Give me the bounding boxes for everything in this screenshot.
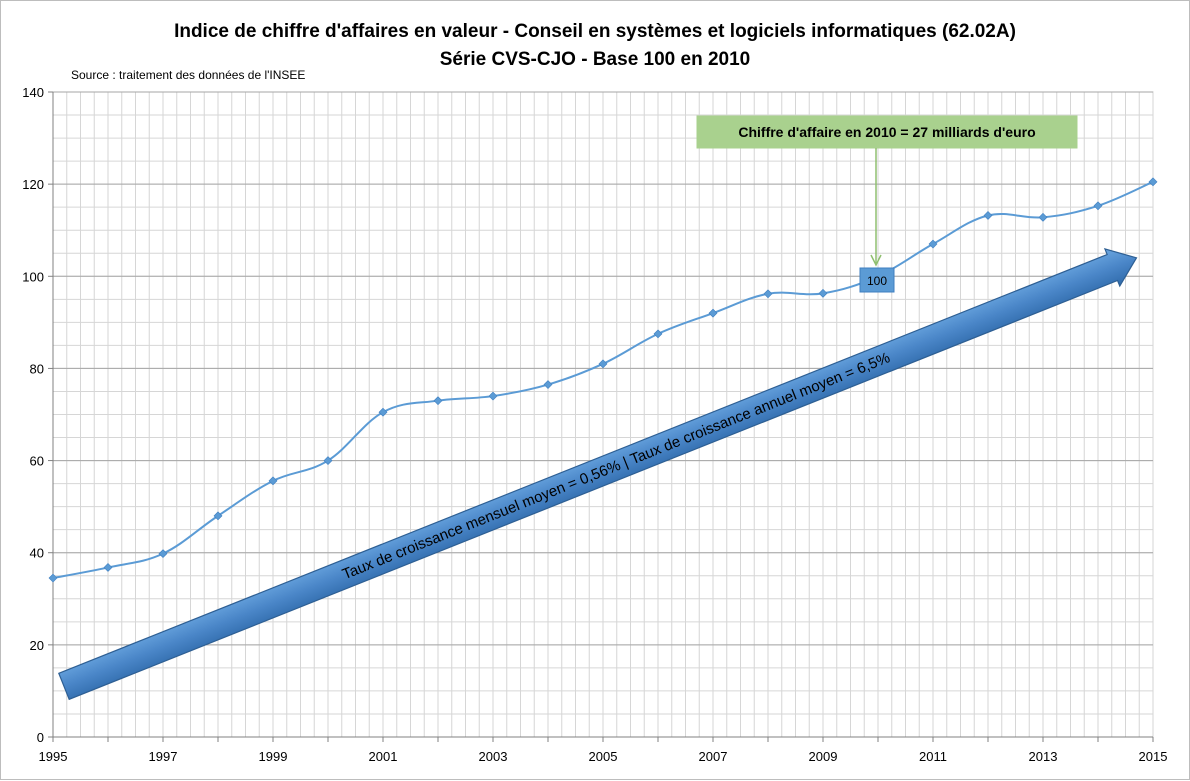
y-tick-label: 80 (30, 361, 44, 376)
point-label-box (859, 267, 895, 293)
annotations: Chiffre d'affaire en 2010 = 27 milliards… (696, 115, 1078, 293)
data-point (1148, 177, 1158, 187)
trend-arrow-shape (58, 248, 1138, 701)
y-tick-label: 120 (22, 177, 44, 192)
data-point (433, 396, 443, 406)
y-tick-label: 20 (30, 638, 44, 653)
x-tick-label: 2011 (919, 749, 947, 764)
x-tick-label: 2007 (699, 749, 728, 764)
y-tick-label: 100 (22, 269, 44, 284)
data-point (1093, 201, 1103, 211)
y-tick-label: 40 (30, 546, 44, 561)
y-tick-label: 60 (30, 454, 44, 469)
data-point (48, 573, 58, 583)
data-point (818, 288, 828, 298)
data-point (763, 289, 773, 299)
data-point (158, 549, 168, 559)
data-point (543, 380, 553, 389)
data-point (928, 239, 938, 249)
data-point (488, 391, 498, 401)
callout-box (696, 115, 1078, 149)
data-point (708, 308, 718, 318)
y-tick-label: 0 (37, 730, 44, 745)
data-point (378, 407, 388, 417)
source-note: Source : traitement des données de l'INS… (71, 68, 305, 82)
tick-labels: 0 20 40 60 80 100 120 140 1995 1997 1999 2001 2003 20… (22, 85, 1167, 764)
x-tick-label: 2005 (589, 749, 618, 764)
x-tick-label: 1997 (149, 749, 178, 764)
chart-subtitle: Série CVS-CJO - Base 100 en 2010 (440, 49, 751, 70)
data-point (268, 476, 278, 486)
point-label: 100 (867, 274, 887, 288)
data-point (103, 563, 113, 572)
callout-pointer-head (870, 254, 882, 267)
data-point (653, 329, 663, 339)
data-point (598, 359, 608, 369)
data-point (1038, 212, 1048, 222)
x-tick-label: 2001 (369, 749, 398, 764)
x-tick-label: 1995 (39, 749, 68, 764)
data-point (323, 456, 333, 465)
chart-title: Indice de chiffre d'affaires en valeur -… (174, 21, 1016, 42)
x-tick-label: 2003 (479, 749, 508, 764)
x-tick-label: 1999 (259, 749, 288, 764)
data-point (213, 511, 223, 521)
x-tick-label: 2013 (1029, 749, 1058, 764)
y-tick-label: 140 (22, 85, 44, 100)
callout-label: Chiffre d'affaire en 2010 = 27 milliards… (738, 124, 1035, 140)
x-tick-label: 2009 (809, 749, 838, 764)
x-tick-label: 2015 (1139, 749, 1168, 764)
data-point (983, 211, 993, 220)
